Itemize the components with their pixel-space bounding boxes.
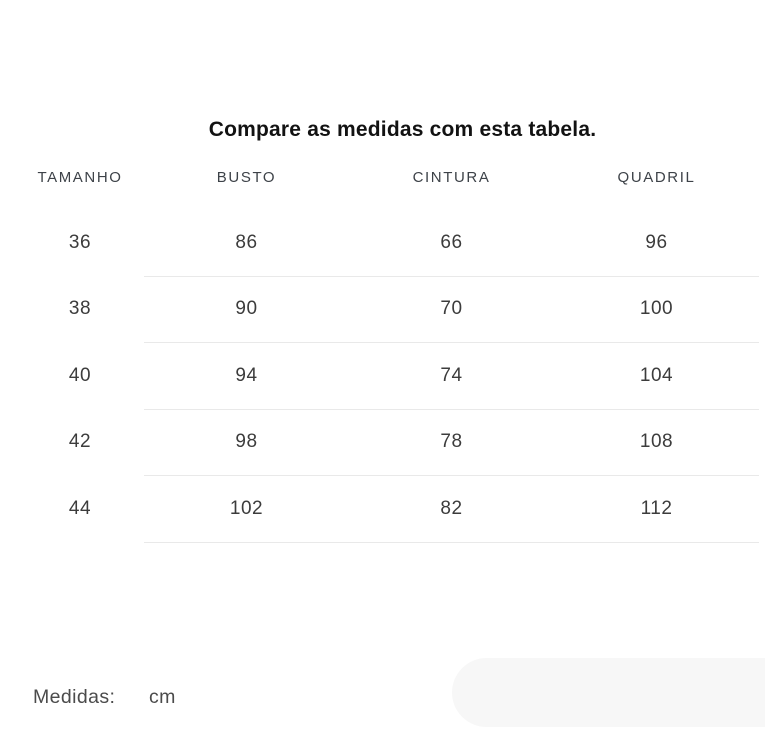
cell-busto: 102 [229, 497, 264, 519]
cell-cintura: 74 [440, 364, 463, 386]
table-row: 40 94 74 104 [0, 343, 765, 409]
row-divider [144, 475, 759, 476]
cell-cintura: 66 [440, 231, 463, 253]
measurement-unit-label: Medidas: [33, 686, 116, 708]
table-row: 38 90 70 100 [0, 277, 765, 343]
placeholder-pill [452, 658, 765, 727]
cell-busto: 86 [235, 231, 258, 253]
column-header-cintura: CINTURA [412, 168, 491, 186]
cell-quadril: 96 [645, 231, 668, 253]
column-header-busto: BUSTO [216, 168, 277, 186]
cell-tamanho: 40 [68, 364, 92, 386]
page-title: Compare as medidas com esta tabela. [208, 118, 597, 141]
cell-busto: 94 [235, 364, 258, 386]
column-header-tamanho: TAMANHO [37, 168, 123, 186]
cell-busto: 90 [235, 298, 258, 320]
cell-tamanho: 38 [68, 298, 92, 320]
row-divider [144, 275, 759, 277]
table-row: 44 102 82 112 [0, 476, 765, 542]
column-header-quadril: QUADRIL [617, 168, 696, 186]
cell-quadril: 100 [639, 298, 674, 320]
measurement-unit-value: cm [149, 686, 176, 708]
cell-quadril: 112 [640, 497, 673, 519]
table-row: 36 86 66 96 [0, 210, 765, 276]
row-divider [144, 342, 759, 343]
cell-quadril: 108 [639, 431, 674, 453]
table-row: 42 98 78 108 [0, 410, 765, 476]
cell-tamanho: 42 [68, 431, 92, 453]
size-table: 36 86 66 96 38 90 70 100 40 94 74 104 42… [0, 210, 765, 543]
row-divider [144, 408, 759, 410]
table-header-row: TAMANHO BUSTO CINTURA QUADRIL [0, 157, 765, 197]
cell-cintura: 70 [440, 298, 463, 320]
cell-busto: 98 [235, 431, 258, 453]
cell-cintura: 82 [440, 497, 463, 519]
cell-tamanho: 36 [68, 231, 92, 253]
cell-cintura: 78 [440, 431, 463, 453]
row-divider [144, 541, 759, 543]
cell-quadril: 104 [639, 364, 674, 386]
cell-tamanho: 44 [68, 497, 92, 519]
